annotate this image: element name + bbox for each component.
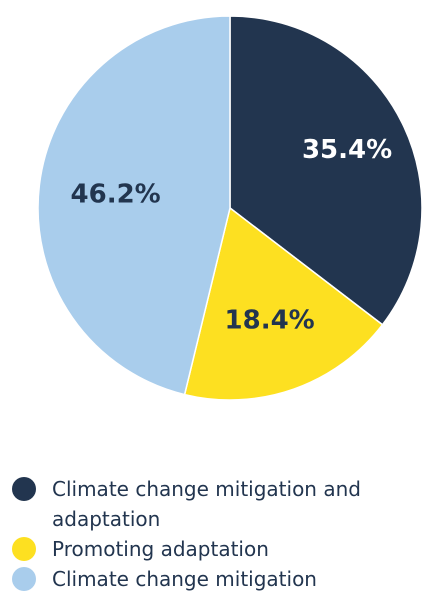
legend-label-promoting-adaptation: Promoting adaptation bbox=[52, 537, 269, 561]
legend-swatch-mitigation bbox=[12, 567, 36, 591]
pie-chart: 35.4% 18.4% 46.2% bbox=[37, 15, 422, 401]
legend-label-mitigation: Climate change mitigation bbox=[52, 567, 317, 591]
pie-slice-mitigation-and-adaptation bbox=[229, 15, 422, 326]
pie-label-mitigation: 46.2% bbox=[71, 179, 161, 209]
pie-label-promoting-adaptation: 18.4% bbox=[225, 305, 315, 335]
legend-swatch-mitigation-and-adaptation bbox=[12, 477, 36, 501]
legend-item-mitigation: Climate change mitigation bbox=[12, 564, 412, 594]
legend-item-mitigation-and-adaptation: Climate change mitigation and adaptation bbox=[12, 474, 412, 534]
pie-slice-mitigation bbox=[37, 15, 231, 396]
legend-item-promoting-adaptation: Promoting adaptation bbox=[12, 534, 412, 564]
legend: Climate change mitigation and adaptation… bbox=[12, 474, 412, 594]
pie-label-mitigation-and-adaptation: 35.4% bbox=[302, 135, 392, 165]
legend-swatch-promoting-adaptation bbox=[12, 537, 36, 561]
legend-label-mitigation-and-adaptation: Climate change mitigation and adaptation bbox=[52, 477, 361, 531]
pie-slice-promoting-adaptation bbox=[183, 207, 384, 401]
